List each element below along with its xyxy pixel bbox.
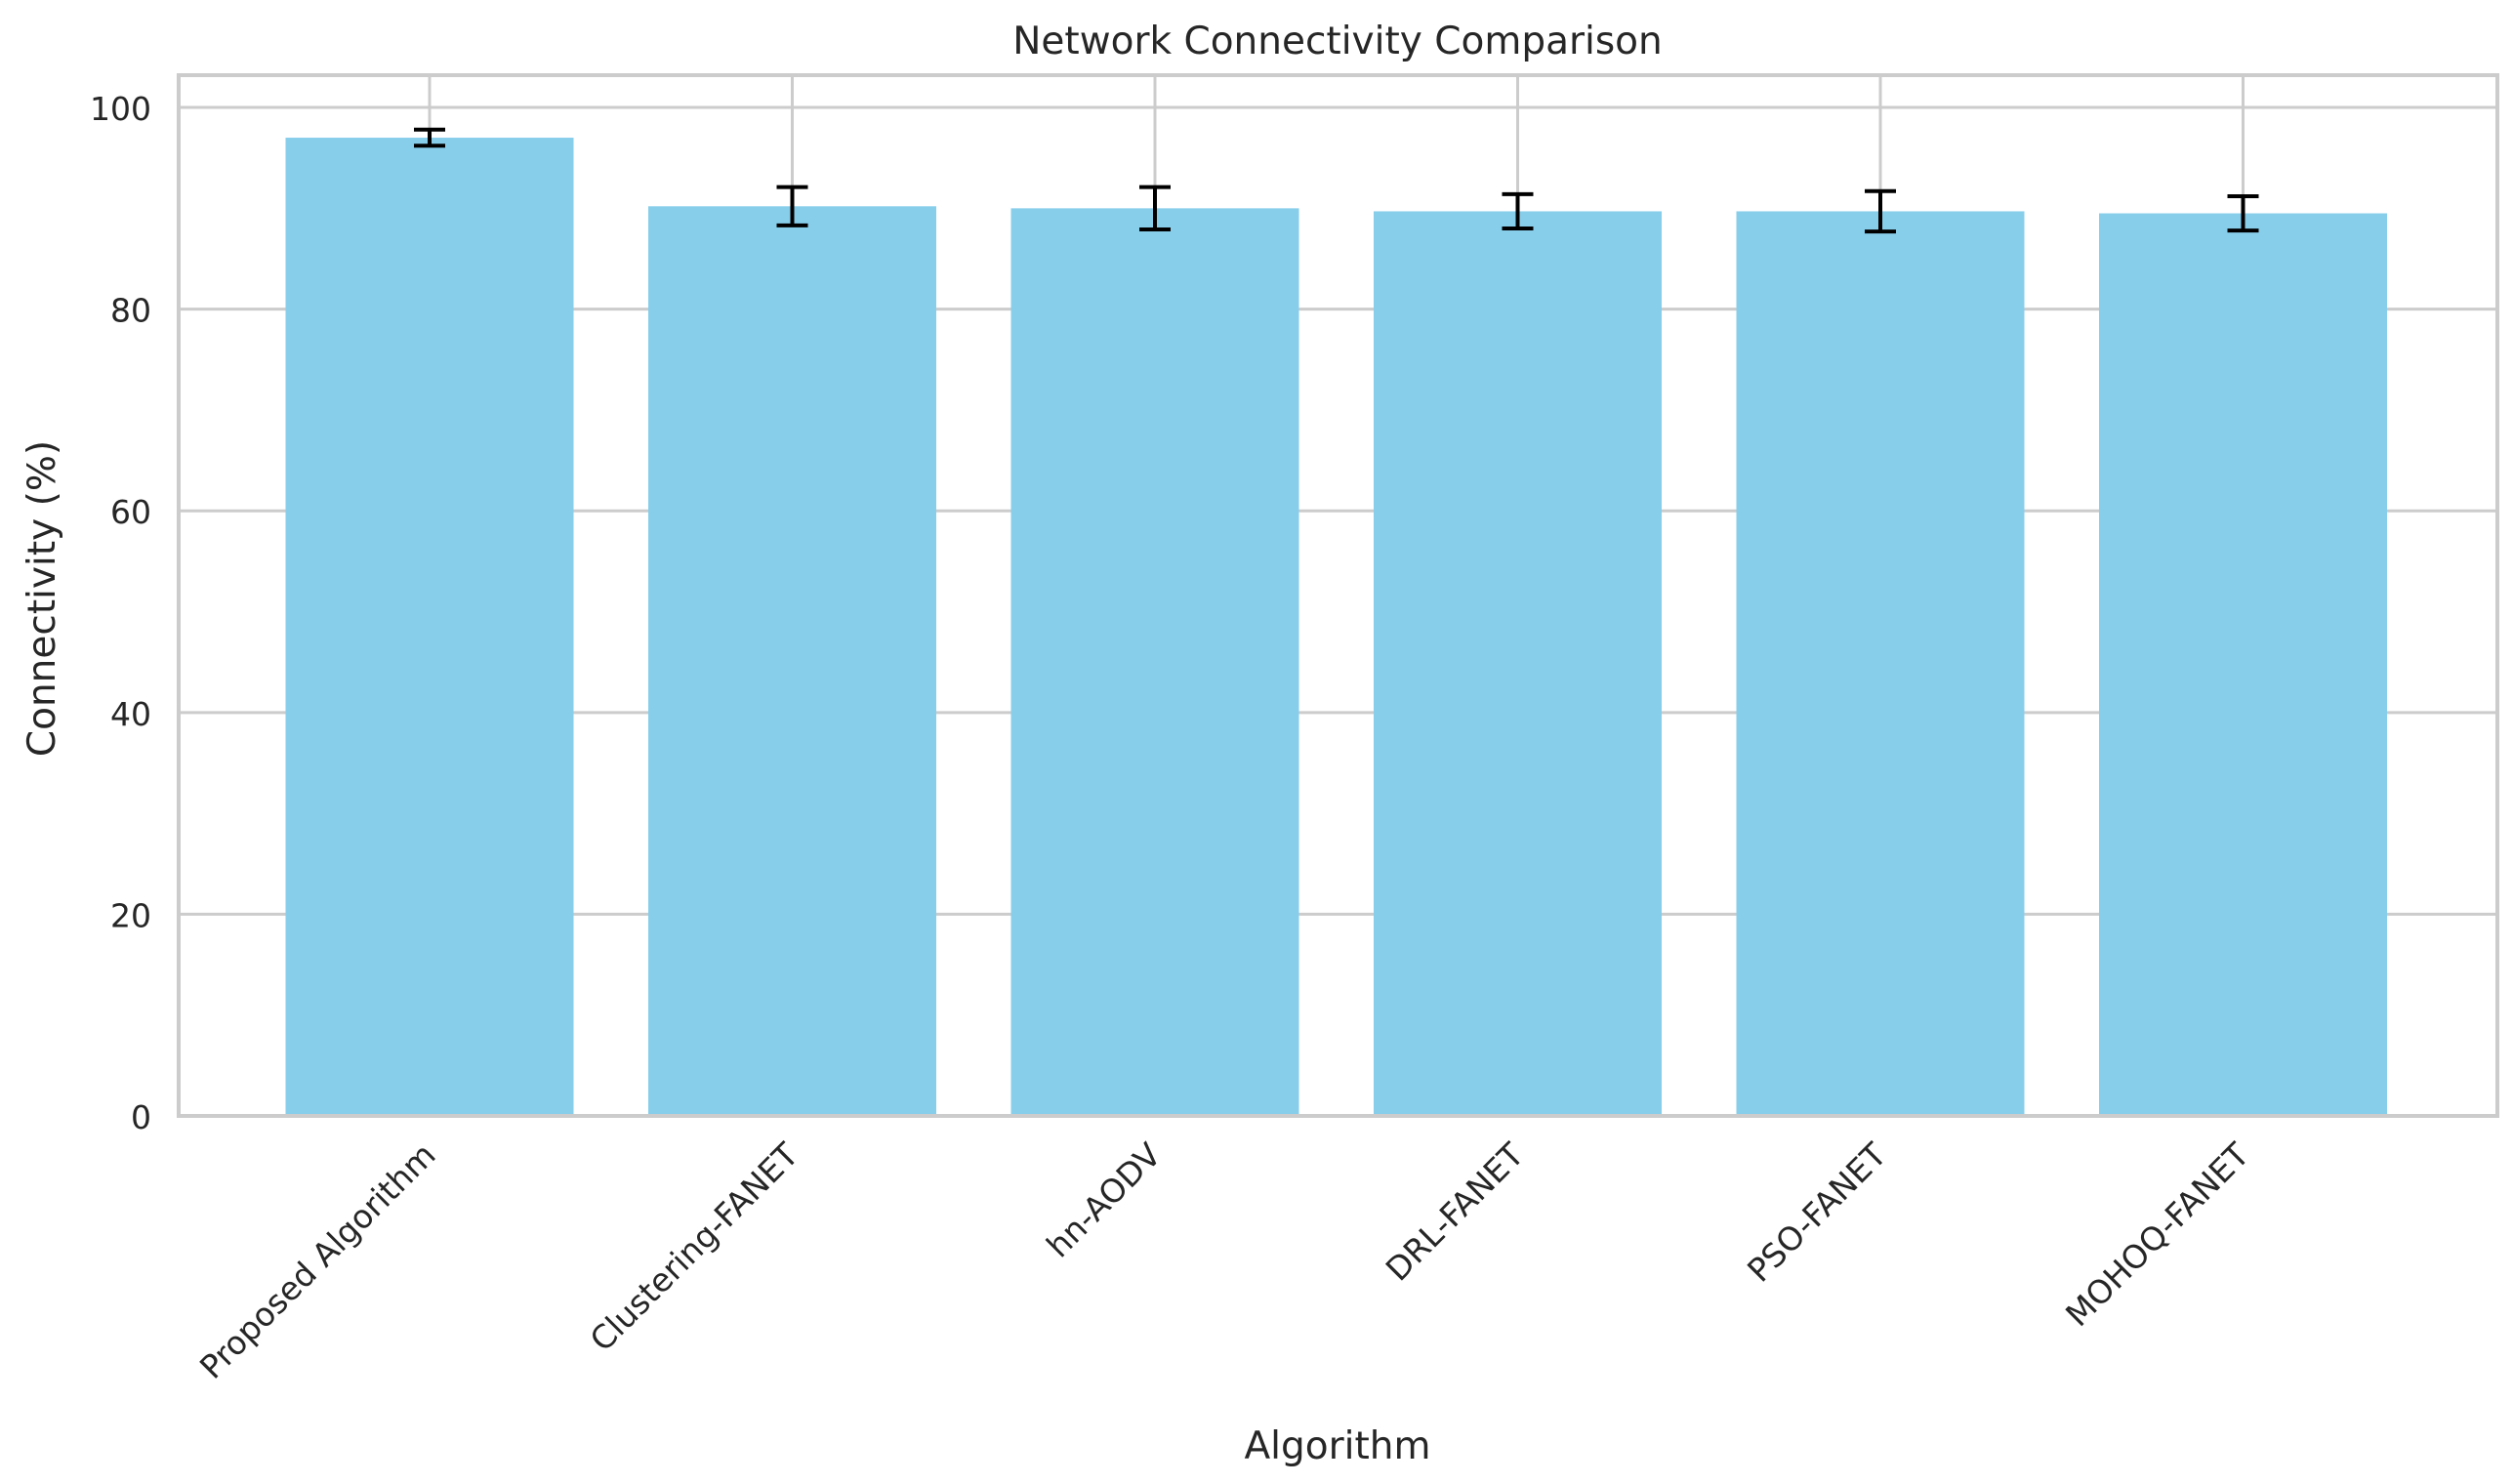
bar (1374, 211, 1662, 1116)
y-tick-label: 60 (110, 493, 151, 531)
error-bar (414, 127, 445, 148)
y-tick-label: 20 (110, 896, 151, 934)
y-tick-label: 40 (110, 695, 151, 733)
y-axis-label: Connectivity (%) (21, 440, 64, 757)
bar (2099, 213, 2387, 1117)
error-bar (1865, 188, 1896, 234)
error-bar (1139, 185, 1171, 232)
bar (1010, 208, 1299, 1117)
bar (648, 206, 936, 1116)
error-bar (1502, 191, 1534, 231)
chart-title: Network Connectivity Comparison (1012, 20, 1663, 63)
error-bar (2227, 193, 2259, 233)
y-tick-label: 100 (90, 90, 151, 128)
bar (285, 138, 574, 1117)
bars (285, 138, 2387, 1117)
y-tick-labels: 0 20 40 60 80 100 (90, 90, 151, 1136)
error-bar (776, 185, 808, 227)
x-axis-label: Algorithm (1244, 1424, 1430, 1468)
y-tick-label: 0 (131, 1098, 151, 1136)
axes-frame (177, 73, 2499, 1118)
error-bars (414, 127, 2259, 234)
y-tick-label: 80 (110, 292, 151, 330)
bar (1736, 211, 2025, 1116)
